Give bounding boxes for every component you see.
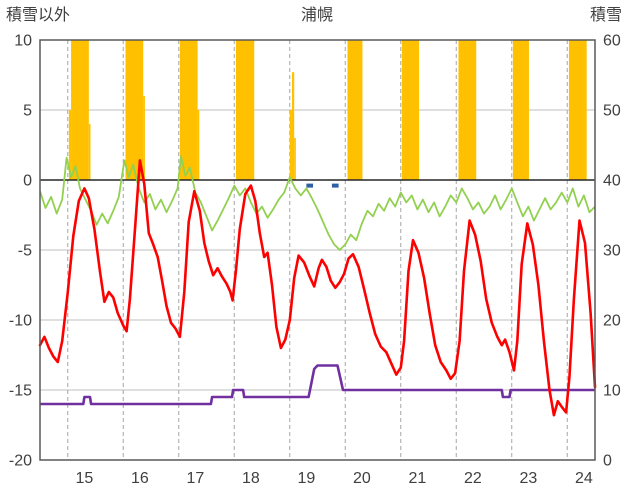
y-right-tick-label: 20 bbox=[603, 313, 621, 330]
y-right-tick-label: 10 bbox=[603, 383, 621, 400]
x-tick-label: 19 bbox=[298, 470, 316, 487]
y-left-tick-label: -5 bbox=[18, 243, 32, 260]
x-tick-label: 21 bbox=[409, 470, 427, 487]
sunshine-bar bbox=[568, 40, 587, 180]
sunshine-bar bbox=[512, 40, 529, 180]
y-left-tick-label: 0 bbox=[23, 173, 32, 190]
x-tick-label: 15 bbox=[76, 470, 94, 487]
y-right-tick-label: 30 bbox=[603, 243, 621, 260]
sunshine-bar bbox=[235, 40, 255, 180]
sunshine-bar bbox=[88, 124, 91, 180]
sunshine-bar bbox=[125, 40, 144, 180]
x-tick-label: 22 bbox=[464, 470, 482, 487]
sunshine-bar bbox=[179, 40, 198, 180]
sunshine-bar bbox=[458, 40, 477, 180]
y-right-tick-label: 40 bbox=[603, 173, 621, 190]
y-left-tick-label: -20 bbox=[9, 453, 32, 470]
sunshine-bar bbox=[68, 110, 72, 180]
y-left-tick-label: -10 bbox=[9, 313, 32, 330]
x-tick-label: 16 bbox=[131, 470, 149, 487]
x-tick-label: 20 bbox=[353, 470, 371, 487]
plot-border bbox=[39, 39, 596, 461]
x-tick-label: 24 bbox=[575, 470, 593, 487]
purple-series-line bbox=[40, 364, 595, 406]
red-series-line bbox=[38, 159, 597, 417]
sunshine-bar bbox=[143, 96, 145, 180]
y-right-tick-label: 0 bbox=[603, 453, 612, 470]
green-series-line bbox=[39, 155, 596, 251]
y-left-tick-label: 5 bbox=[23, 103, 32, 120]
right-axis-title: 積雪 bbox=[589, 7, 622, 24]
x-tick-label: 17 bbox=[187, 470, 205, 487]
sunshine-bar bbox=[401, 40, 420, 180]
x-tick-label: 23 bbox=[520, 470, 538, 487]
sunshine-bar bbox=[197, 110, 200, 180]
y-left-tick-label: -15 bbox=[9, 383, 32, 400]
sunshine-bar bbox=[294, 138, 296, 180]
y-right-tick-label: 60 bbox=[603, 33, 621, 50]
y-left-tick-label: 10 bbox=[14, 33, 32, 50]
y-right-tick-label: 50 bbox=[603, 103, 621, 120]
sunshine-bar bbox=[347, 40, 363, 180]
sunshine-bar bbox=[71, 40, 89, 180]
left-axis-title: 積雪以外 bbox=[6, 7, 71, 24]
sunshine-bar bbox=[289, 110, 292, 180]
chart-title: 浦幌 bbox=[300, 7, 334, 24]
sunshine-bar bbox=[291, 72, 295, 180]
x-tick-label: 18 bbox=[242, 470, 260, 487]
